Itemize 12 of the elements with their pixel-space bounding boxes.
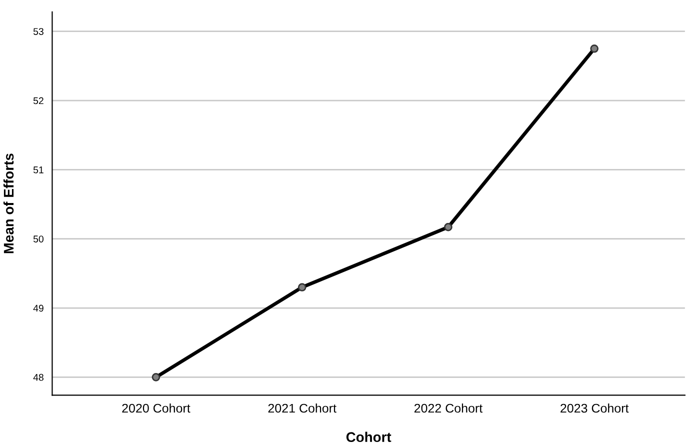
y-tick-label: 48	[33, 374, 44, 381]
y-axis-title: Mean of Efforts	[3, 154, 14, 254]
y-tick-label: 53	[33, 28, 44, 35]
x-tick-label: 2023 Cohort	[560, 403, 629, 413]
x-tick-label: 2021 Cohort	[268, 403, 336, 413]
x-tick-label: 2020 Cohort	[122, 403, 190, 413]
y-tick-label: 52	[33, 97, 44, 104]
x-tick-label: 2022 Cohort	[414, 403, 483, 413]
x-axis-title: Cohort	[346, 432, 392, 442]
y-tick-label: 51	[33, 166, 44, 174]
y-tick-label: 50	[33, 236, 44, 242]
y-tick-label: 49	[33, 304, 44, 312]
